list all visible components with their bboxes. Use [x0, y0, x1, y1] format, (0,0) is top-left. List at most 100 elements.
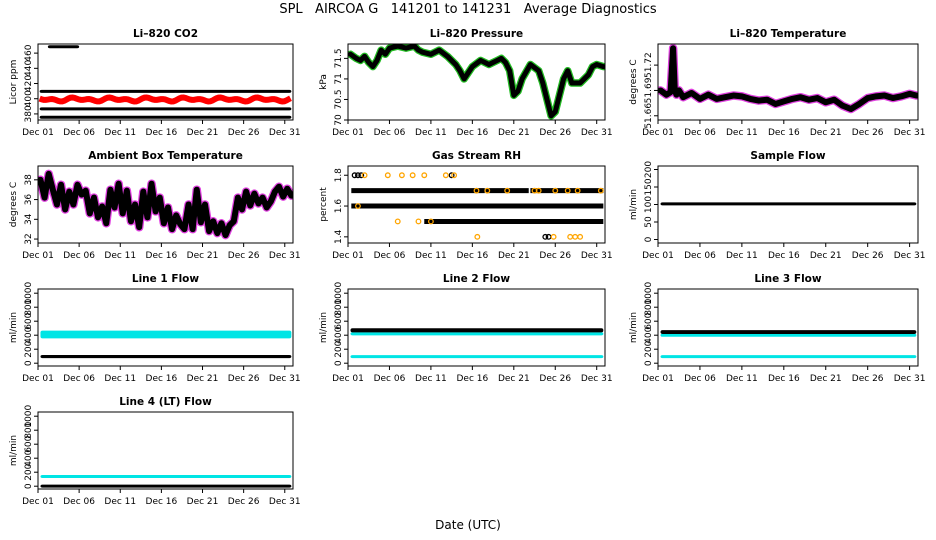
y-tick-label: 70.5: [334, 89, 344, 109]
x-tick-label: Dec 11: [104, 497, 136, 507]
y-tick-label: 420: [24, 75, 34, 92]
point-outliers: [550, 233, 557, 240]
series-band-black: [660, 330, 917, 334]
x-tick-label: Dec 11: [726, 251, 758, 261]
plot-area: [40, 475, 292, 488]
x-tick-label: Dec 21: [187, 497, 219, 507]
point-outliers: [427, 218, 434, 225]
x-tick-label: Dec 26: [228, 374, 260, 384]
page-title: SPL AIRCOA G 141201 to 141231 Average Di…: [279, 2, 657, 17]
x-tick-label: Dec 01: [332, 251, 364, 261]
x-tick-label: Dec 21: [187, 251, 219, 261]
x-tick-label: Dec 11: [415, 251, 447, 261]
y-tick-label: 400: [24, 449, 34, 466]
x-tick-label: Dec 26: [539, 251, 571, 261]
y-tick-label: 600: [24, 435, 34, 452]
chart-title: Li–820 CO2: [133, 28, 198, 40]
series-band-ref-top: [39, 89, 292, 93]
x-tick-label: Dec 16: [456, 251, 488, 261]
chart-title: Sample Flow: [750, 150, 825, 162]
point-level-1.8: [358, 172, 365, 179]
point-outliers: [574, 187, 581, 194]
point-outliers: [354, 203, 361, 209]
x-tick-label: Dec 21: [810, 251, 842, 261]
point-outliers: [474, 233, 481, 240]
x-tick-label: Dec 21: [187, 374, 219, 384]
point-outliers: [409, 172, 416, 179]
x-tick-label: Dec 01: [332, 128, 364, 138]
x-tick-label: Dec 21: [810, 374, 842, 384]
series-line-ambient: [38, 170, 293, 239]
x-tick-label: Dec 26: [852, 128, 884, 138]
x-tick-label: Dec 31: [581, 374, 613, 384]
y-tick-label: 32: [24, 233, 34, 244]
y-tick-label: 1000: [334, 281, 344, 304]
x-tick-label: Dec 21: [498, 374, 530, 384]
x-tick-label: Dec 01: [332, 374, 364, 384]
y-tick-label: 1.4: [334, 229, 344, 244]
plot-frame: [37, 288, 294, 367]
series-band-cyan: [40, 475, 292, 478]
point-level-1.8: [354, 172, 361, 179]
x-tick-label: Dec 26: [228, 497, 260, 507]
x-tick-label: Dec 21: [187, 128, 219, 138]
y-tick-label: 1.6: [334, 199, 344, 214]
y-tick-label: 400: [334, 326, 344, 343]
x-tick-label: Dec 31: [269, 374, 301, 384]
x-axis-label: Date (UTC): [435, 518, 501, 532]
x-tick-label: Dec 31: [581, 251, 613, 261]
x-tick-label: Dec 26: [228, 251, 260, 261]
plot-frame: [657, 43, 919, 121]
x-tick-label: Dec 06: [374, 128, 406, 138]
y-tick-label: 0: [334, 360, 344, 366]
plot-frame: [37, 165, 294, 244]
x-tick-label: Dec 16: [146, 128, 178, 138]
x-tick-label: Dec 26: [852, 251, 884, 261]
x-tick-label: Dec 01: [22, 374, 54, 384]
x-tick-label: Dec 01: [642, 374, 674, 384]
series-wave-sample: [38, 94, 292, 105]
series-band-black: [350, 328, 604, 333]
y-tick-label: 200: [644, 161, 654, 178]
y-tick-label: 800: [644, 298, 654, 315]
chart-title: Line 4 (LT) Flow: [119, 396, 212, 408]
y-axis-label: degrees C: [9, 182, 19, 227]
y-tick-label: 70: [334, 114, 344, 126]
x-tick-label: Dec 31: [581, 128, 613, 138]
plot-frame: [347, 288, 606, 367]
series-band-black: [40, 354, 292, 359]
plot-frame: [347, 165, 606, 244]
x-tick-label: Dec 01: [642, 128, 674, 138]
plot-area: [660, 330, 917, 359]
y-tick-label: 51.66: [644, 103, 654, 129]
chart-title: Ambient Box Temperature: [88, 150, 243, 162]
y-axis-label: ml/min: [319, 312, 329, 343]
y-tick-label: 400: [644, 326, 654, 343]
point-outliers: [597, 187, 604, 194]
y-tick-label: 400: [24, 326, 34, 343]
x-tick-label: Dec 16: [456, 374, 488, 384]
y-tick-label: 600: [334, 312, 344, 329]
x-tick-label: Dec 11: [415, 374, 447, 384]
x-tick-label: Dec 21: [498, 251, 530, 261]
plot-area: [350, 328, 604, 359]
point-outliers: [394, 218, 401, 225]
chart-rh: Gas Stream RH 1.4 1.6 1.8 percent Dec 01 Dec 0…: [319, 150, 613, 261]
x-tick-label: Dec 26: [539, 128, 571, 138]
y-tick-label: 600: [644, 312, 654, 329]
x-tick-label: Dec 06: [63, 374, 95, 384]
series-band-flow: [660, 202, 917, 206]
y-tick-label: 0: [24, 360, 34, 366]
y-tick-label: 380: [24, 105, 34, 122]
series-band-ref-mid: [39, 107, 292, 111]
y-tick-label: 200: [24, 340, 34, 357]
y-tick-label: 200: [24, 463, 34, 480]
plot-frame: [37, 411, 294, 490]
series-line-pressure: [348, 44, 605, 119]
y-tick-label: 800: [24, 421, 34, 438]
x-tick-label: Dec 06: [684, 251, 716, 261]
x-tick-label: Dec 31: [894, 251, 926, 261]
x-tick-label: Dec 31: [894, 374, 926, 384]
